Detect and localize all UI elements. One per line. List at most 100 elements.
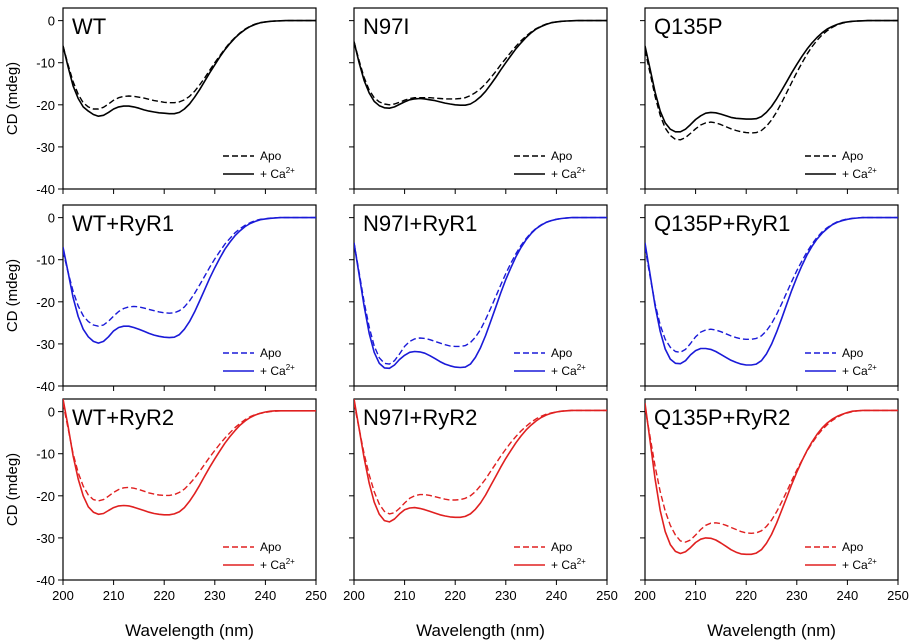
legend-label-ca-base: + Ca [260, 167, 286, 181]
series-line-ca [645, 216, 898, 366]
x-tick-label: 240 [546, 588, 568, 603]
panel-title: N97I [363, 14, 409, 39]
y-tick-label: -40 [36, 573, 55, 588]
legend-label-ca: + Ca2+ [842, 363, 877, 378]
x-tick-label: 200 [52, 588, 74, 603]
series-line-ca [354, 399, 607, 523]
y-tick-label: -30 [36, 337, 55, 352]
x-tick-label: 220 [444, 588, 466, 603]
y-tick-label: 0 [48, 14, 55, 29]
x-axis-label: Wavelength (nm) [416, 621, 545, 640]
legend-label-ca-base: + Ca [842, 364, 868, 378]
series-group [354, 19, 607, 109]
series-line-ca [63, 19, 316, 117]
plot-frame [62, 398, 317, 581]
legend-label-ca-superscript: 2+ [286, 363, 295, 372]
chart-panel-5: Q135P+RyR1 Apo + Ca2+ [640, 204, 899, 391]
series-line-ca [645, 19, 898, 133]
y-tick-label: -30 [36, 140, 55, 155]
y-tick-label: -10 [36, 253, 55, 268]
legend-label-apo: Apo [551, 540, 573, 554]
series-line-ca [354, 216, 607, 370]
series-line-ca [63, 399, 316, 516]
x-tick-label: 230 [786, 588, 808, 603]
legend-label-ca: + Ca2+ [551, 166, 586, 181]
series-group [354, 216, 607, 370]
panel-title: WT+RyR2 [72, 405, 174, 430]
legend-label-ca: + Ca2+ [842, 166, 877, 181]
series-group [354, 399, 607, 523]
chart-panel-0: 0 -10 -20 -30 -40 WT Apo + Ca2+ CD (mdeg) [4, 7, 317, 197]
series-group [63, 399, 316, 516]
chart-panel-1: N97I Apo + Ca2+ [349, 7, 608, 194]
y-tick-label: -20 [36, 98, 55, 113]
panel-title: WT+RyR1 [72, 211, 174, 236]
x-tick-label: 250 [596, 588, 618, 603]
chart-panel-8: 200 210 220 230 240 250 Q135P+RyR2 Apo + Ca2+ Wav… [634, 398, 909, 640]
y-tick-label: -40 [36, 379, 55, 394]
legend-label-ca-base: + Ca [260, 558, 286, 572]
x-tick-label: 210 [103, 588, 125, 603]
legend-label-ca-base: + Ca [260, 364, 286, 378]
panel-title: WT [72, 14, 106, 39]
series-group [645, 19, 898, 141]
plot-frame [644, 398, 899, 581]
panel-title: Q135P [654, 14, 723, 39]
legend-label-ca: + Ca2+ [551, 363, 586, 378]
legend-label-apo: Apo [842, 149, 864, 163]
series-line-ca [645, 403, 898, 556]
series-line-ca [354, 19, 607, 109]
plot-frame [353, 398, 608, 581]
y-tick-label: -40 [36, 182, 55, 197]
chart-panel-2: Q135P Apo + Ca2+ [640, 7, 899, 194]
panel-title: N97I+RyR2 [363, 405, 477, 430]
y-axis-label: CD (mdeg) [4, 259, 21, 332]
series-group [645, 403, 898, 556]
legend-label-apo: Apo [260, 540, 282, 554]
y-tick-label: 0 [48, 211, 55, 226]
y-tick-label: 0 [48, 405, 55, 420]
y-tick-label: -30 [36, 531, 55, 546]
series-line-apo [645, 19, 898, 141]
panel-title: N97I+RyR1 [363, 211, 477, 236]
y-tick-label: -20 [36, 489, 55, 504]
x-tick-label: 240 [255, 588, 277, 603]
plot-frame [644, 204, 899, 387]
x-tick-label: 240 [837, 588, 859, 603]
legend-label-apo: Apo [551, 346, 573, 360]
legend-label-ca: + Ca2+ [551, 557, 586, 572]
legend-label-ca: + Ca2+ [260, 557, 295, 572]
x-tick-label: 250 [305, 588, 327, 603]
series-group [63, 19, 316, 117]
y-tick-label: -20 [36, 295, 55, 310]
chart-panel-3: 0 -10 -20 -30 -40 WT+RyR1 Apo + Ca2+ CD (mdeg) [4, 204, 317, 394]
x-tick-label: 210 [394, 588, 416, 603]
plot-frame [644, 7, 899, 190]
legend-label-ca-superscript: 2+ [286, 557, 295, 566]
panel-title: Q135P+RyR1 [654, 211, 790, 236]
series-line-apo [645, 216, 898, 353]
series-group [645, 216, 898, 366]
panel-title: Q135P+RyR2 [654, 405, 790, 430]
x-axis-label: Wavelength (nm) [707, 621, 836, 640]
x-tick-label: 200 [634, 588, 656, 603]
series-group [63, 216, 316, 344]
y-axis-label: CD (mdeg) [4, 453, 21, 526]
legend-label-apo: Apo [260, 149, 282, 163]
legend-label-ca: + Ca2+ [842, 557, 877, 572]
x-tick-label: 250 [887, 588, 909, 603]
legend-label-apo: Apo [551, 149, 573, 163]
legend-label-ca-superscript: 2+ [577, 166, 586, 175]
x-tick-label: 200 [343, 588, 365, 603]
legend-label-ca-superscript: 2+ [577, 557, 586, 566]
series-line-apo [354, 216, 607, 365]
legend-label-ca-superscript: 2+ [286, 166, 295, 175]
chart-panel-7: 200 210 220 230 240 250 N97I+RyR2 Apo + Ca2+ Wave… [343, 398, 618, 640]
plot-frame [353, 7, 608, 190]
y-tick-label: -10 [36, 447, 55, 462]
plot-frame [62, 204, 317, 387]
legend-label-ca-base: + Ca [551, 364, 577, 378]
legend-label-apo: Apo [260, 346, 282, 360]
chart-panel-4: N97I+RyR1 Apo + Ca2+ [349, 204, 608, 391]
legend-label-ca-superscript: 2+ [868, 166, 877, 175]
